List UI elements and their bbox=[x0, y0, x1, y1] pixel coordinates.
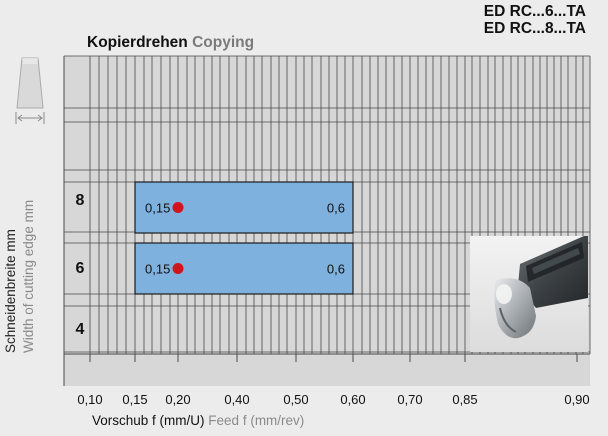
y-tick-label: 6 bbox=[76, 260, 85, 277]
chart-title: Kopierdrehen Copying bbox=[87, 34, 254, 52]
range-bar-8mm: 0,15 0,6 bbox=[134, 181, 354, 234]
x-tick-label: 0,85 bbox=[452, 392, 477, 407]
x-axis-label-de: Vorschub f (mm/U) bbox=[92, 413, 205, 428]
cutting-width-arrow-icon bbox=[15, 112, 45, 124]
x-tick-label: 0,15 bbox=[122, 392, 147, 407]
x-tick-marks bbox=[89, 354, 578, 362]
y-axis-label-en: Width of cutting edge mm bbox=[21, 199, 36, 353]
x-tick-label: 0,20 bbox=[165, 392, 190, 407]
x-tick-label: 0,60 bbox=[340, 392, 365, 407]
insert-shape-icon bbox=[16, 57, 44, 109]
y-tick-label: 4 bbox=[76, 321, 85, 338]
range-bars: 0,15 0,6 0,15 0,6 bbox=[134, 181, 354, 295]
x-axis-label-en: Feed f (mm/rev) bbox=[208, 413, 305, 428]
range-bar bbox=[134, 242, 354, 295]
x-tick-label: 0,40 bbox=[224, 392, 249, 407]
x-tick-label: 0,90 bbox=[564, 392, 589, 407]
range-max-label: 0,6 bbox=[327, 262, 345, 277]
insert-photo bbox=[470, 236, 588, 352]
range-max-label: 0,6 bbox=[327, 201, 345, 216]
range-bar bbox=[134, 181, 354, 234]
product-code-2: ED RC...8...TA bbox=[483, 20, 586, 37]
range-bar-6mm: 0,15 0,6 bbox=[134, 242, 354, 295]
x-tick-labels: 0,10 0,15 0,20 0,40 0,50 0,60 0,70 0,85 0,90 bbox=[77, 392, 589, 407]
x-tick-label: 0,50 bbox=[283, 392, 308, 407]
x-tick-label: 0,70 bbox=[397, 392, 422, 407]
x-axis-label: Vorschub f (mm/U) Feed f (mm/rev) bbox=[92, 413, 304, 428]
range-min-label: 0,15 bbox=[145, 262, 170, 277]
product-code-1: ED RC...6...TA bbox=[483, 3, 586, 20]
y-tick-label: 8 bbox=[76, 192, 85, 209]
range-min-label: 0,15 bbox=[145, 201, 170, 216]
title-en: Copying bbox=[192, 34, 255, 51]
recommended-feed-marker bbox=[172, 202, 184, 213]
recommended-feed-marker bbox=[172, 263, 184, 274]
y-axis-label-de: Schneidenbreite mm bbox=[3, 229, 18, 353]
title-de: Kopierdrehen bbox=[87, 34, 188, 51]
y-tick-labels: 8 6 4 bbox=[76, 192, 85, 338]
x-tick-label: 0,10 bbox=[77, 392, 102, 407]
